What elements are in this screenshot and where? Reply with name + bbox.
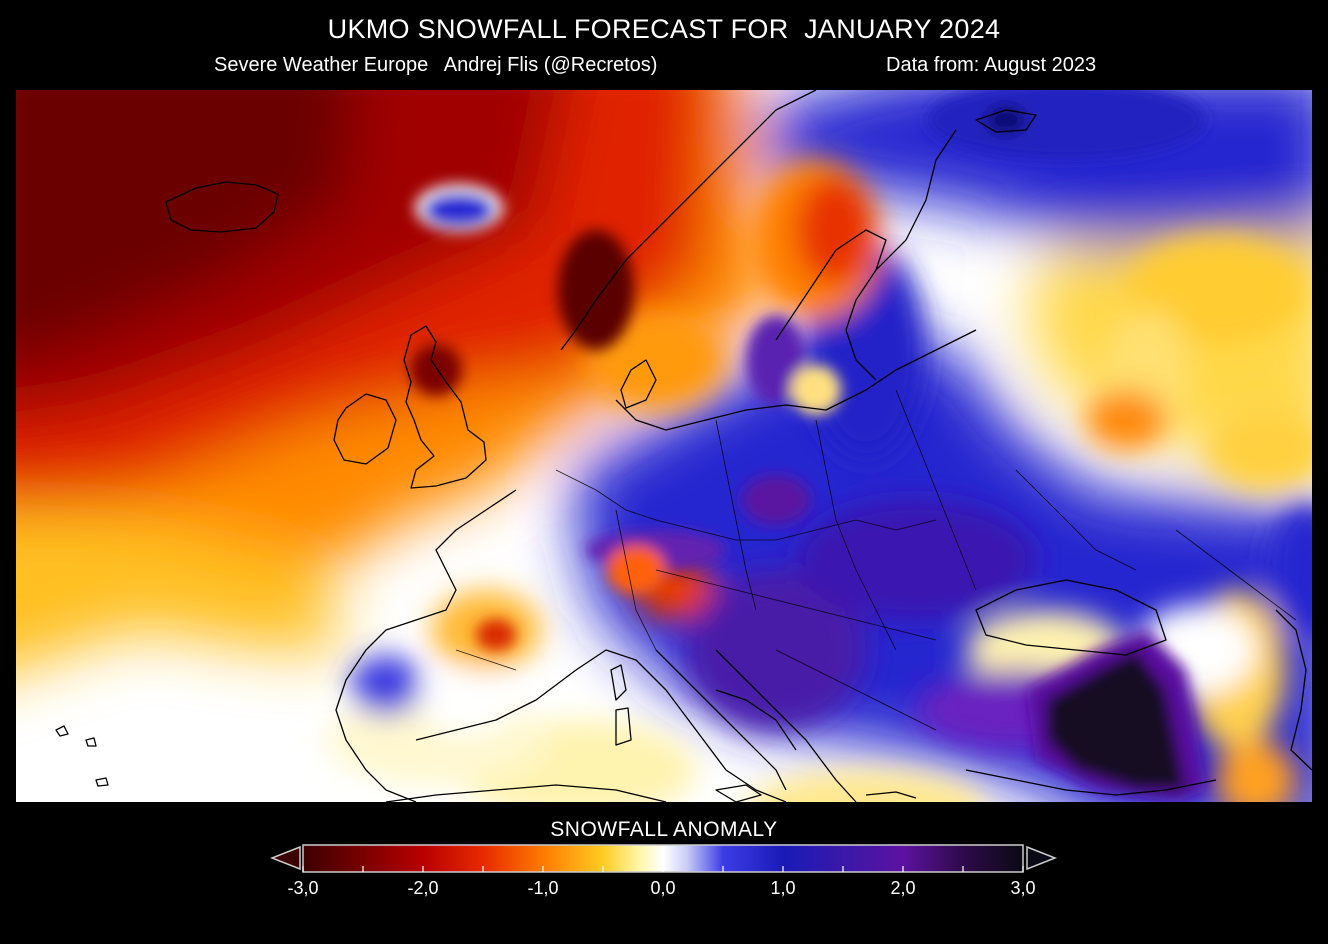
map-subtitle-data-source: Data from: August 2023 — [886, 54, 1097, 76]
colorbar-tick-label: 0,0 — [650, 878, 676, 898]
coastlines — [55, 90, 1312, 802]
colorbar-svg — [269, 844, 1058, 873]
colorbar-ticks — [302, 866, 1024, 872]
anomaly-field-local — [410, 90, 1206, 802]
map-title: UKMO SNOWFALL FORECAST FOR JANUARY 2024 — [327, 14, 1001, 44]
map-canvas — [16, 90, 1312, 802]
colorbar-tick-label: -1,0 — [527, 878, 559, 898]
colorbar-tick-label: 1,0 — [770, 878, 796, 898]
country-borders — [455, 389, 1297, 731]
legend-title: SNOWFALL ANOMALY — [550, 818, 778, 841]
colorbar-tick-label: -3,0 — [287, 878, 319, 898]
colorbar-left-arrow — [269, 845, 301, 871]
colorbar-tick-label: -2,0 — [407, 878, 439, 898]
colorbar-right-arrow — [1026, 845, 1058, 871]
colorbar-tick-label: 3,0 — [1010, 878, 1036, 898]
colorbar-tick-label: 2,0 — [890, 878, 916, 898]
anomaly-field-detail — [326, 160, 1312, 802]
colorbar — [269, 842, 1060, 876]
map-subtitle-credit: Severe Weather Europe Andrej Flis (@Recr… — [214, 54, 658, 76]
snowfall-anomaly-map — [16, 90, 1312, 802]
